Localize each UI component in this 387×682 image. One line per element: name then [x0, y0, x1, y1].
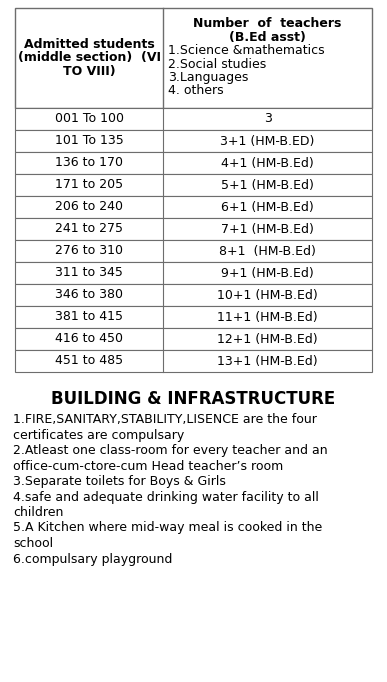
Text: 10+1 (HM-B.Ed): 10+1 (HM-B.Ed) [217, 288, 318, 301]
Text: office-cum-ctore-cum Head teacher’s room: office-cum-ctore-cum Head teacher’s room [13, 460, 283, 473]
Bar [15, 152, 372, 174]
Bar [15, 262, 372, 284]
Bar [15, 174, 372, 196]
Text: 171 to 205: 171 to 205 [55, 179, 123, 192]
Text: 5.A Kitchen where mid-way meal is cooked in the: 5.A Kitchen where mid-way meal is cooked… [13, 522, 322, 535]
Text: 136 to 170: 136 to 170 [55, 156, 123, 170]
Text: 241 to 275: 241 to 275 [55, 222, 123, 235]
Text: 6+1 (HM-B.Ed): 6+1 (HM-B.Ed) [221, 201, 314, 213]
Text: 11+1 (HM-B.Ed): 11+1 (HM-B.Ed) [217, 310, 318, 323]
Text: 7+1 (HM-B.Ed): 7+1 (HM-B.Ed) [221, 222, 314, 235]
Text: 4. others: 4. others [168, 85, 224, 98]
Text: 381 to 415: 381 to 415 [55, 310, 123, 323]
Text: 206 to 240: 206 to 240 [55, 201, 123, 213]
Text: 4.safe and adequate drinking water facility to all: 4.safe and adequate drinking water facil… [13, 490, 319, 503]
Text: 9+1 (HM-B.Ed): 9+1 (HM-B.Ed) [221, 267, 314, 280]
Bar [15, 218, 372, 240]
Text: 3.Languages: 3.Languages [168, 71, 248, 84]
Text: 3+1 (HM-B.ED): 3+1 (HM-B.ED) [220, 134, 315, 147]
Text: 001 To 100: 001 To 100 [55, 113, 123, 125]
Text: 13+1 (HM-B.Ed): 13+1 (HM-B.Ed) [217, 355, 318, 368]
Text: 2.Atleast one class-room for every teacher and an: 2.Atleast one class-room for every teach… [13, 444, 328, 457]
Bar [15, 328, 372, 350]
Text: certificates are compulsary: certificates are compulsary [13, 428, 184, 441]
Text: 2.Social studies: 2.Social studies [168, 57, 266, 70]
Text: 3: 3 [264, 113, 272, 125]
Bar [15, 350, 372, 372]
Text: 416 to 450: 416 to 450 [55, 333, 123, 346]
Text: 1.Science &mathematics: 1.Science &mathematics [168, 44, 325, 57]
Text: Number  of  teachers: Number of teachers [194, 17, 342, 30]
Text: (middle section)  (VI: (middle section) (VI [17, 52, 161, 65]
Text: 4+1 (HM-B.Ed): 4+1 (HM-B.Ed) [221, 156, 314, 170]
Text: (B.Ed asst): (B.Ed asst) [229, 31, 306, 44]
Bar [15, 240, 372, 262]
Text: 8+1  (HM-B.Ed): 8+1 (HM-B.Ed) [219, 245, 316, 258]
Bar [15, 284, 372, 306]
Text: 5+1 (HM-B.Ed): 5+1 (HM-B.Ed) [221, 179, 314, 192]
Text: Admitted students: Admitted students [24, 38, 154, 52]
Text: 1.FIRE,SANITARY,STABILITY,LISENCE are the four: 1.FIRE,SANITARY,STABILITY,LISENCE are th… [13, 413, 317, 426]
Bar [15, 8, 372, 108]
Bar [15, 196, 372, 218]
Text: 101 To 135: 101 To 135 [55, 134, 123, 147]
Bar [15, 108, 372, 130]
Bar [15, 306, 372, 328]
Text: 3.Separate toilets for Boys & Girls: 3.Separate toilets for Boys & Girls [13, 475, 226, 488]
Text: 346 to 380: 346 to 380 [55, 288, 123, 301]
Text: TO VIII): TO VIII) [63, 65, 115, 78]
Text: 6.compulsary playground: 6.compulsary playground [13, 552, 172, 565]
Text: 12+1 (HM-B.Ed): 12+1 (HM-B.Ed) [217, 333, 318, 346]
Bar [15, 130, 372, 152]
Text: 311 to 345: 311 to 345 [55, 267, 123, 280]
Text: 451 to 485: 451 to 485 [55, 355, 123, 368]
Text: BUILDING & INFRASTRUCTURE: BUILDING & INFRASTRUCTURE [51, 390, 336, 408]
Text: children: children [13, 506, 63, 519]
Text: school: school [13, 537, 53, 550]
Text: 276 to 310: 276 to 310 [55, 245, 123, 258]
